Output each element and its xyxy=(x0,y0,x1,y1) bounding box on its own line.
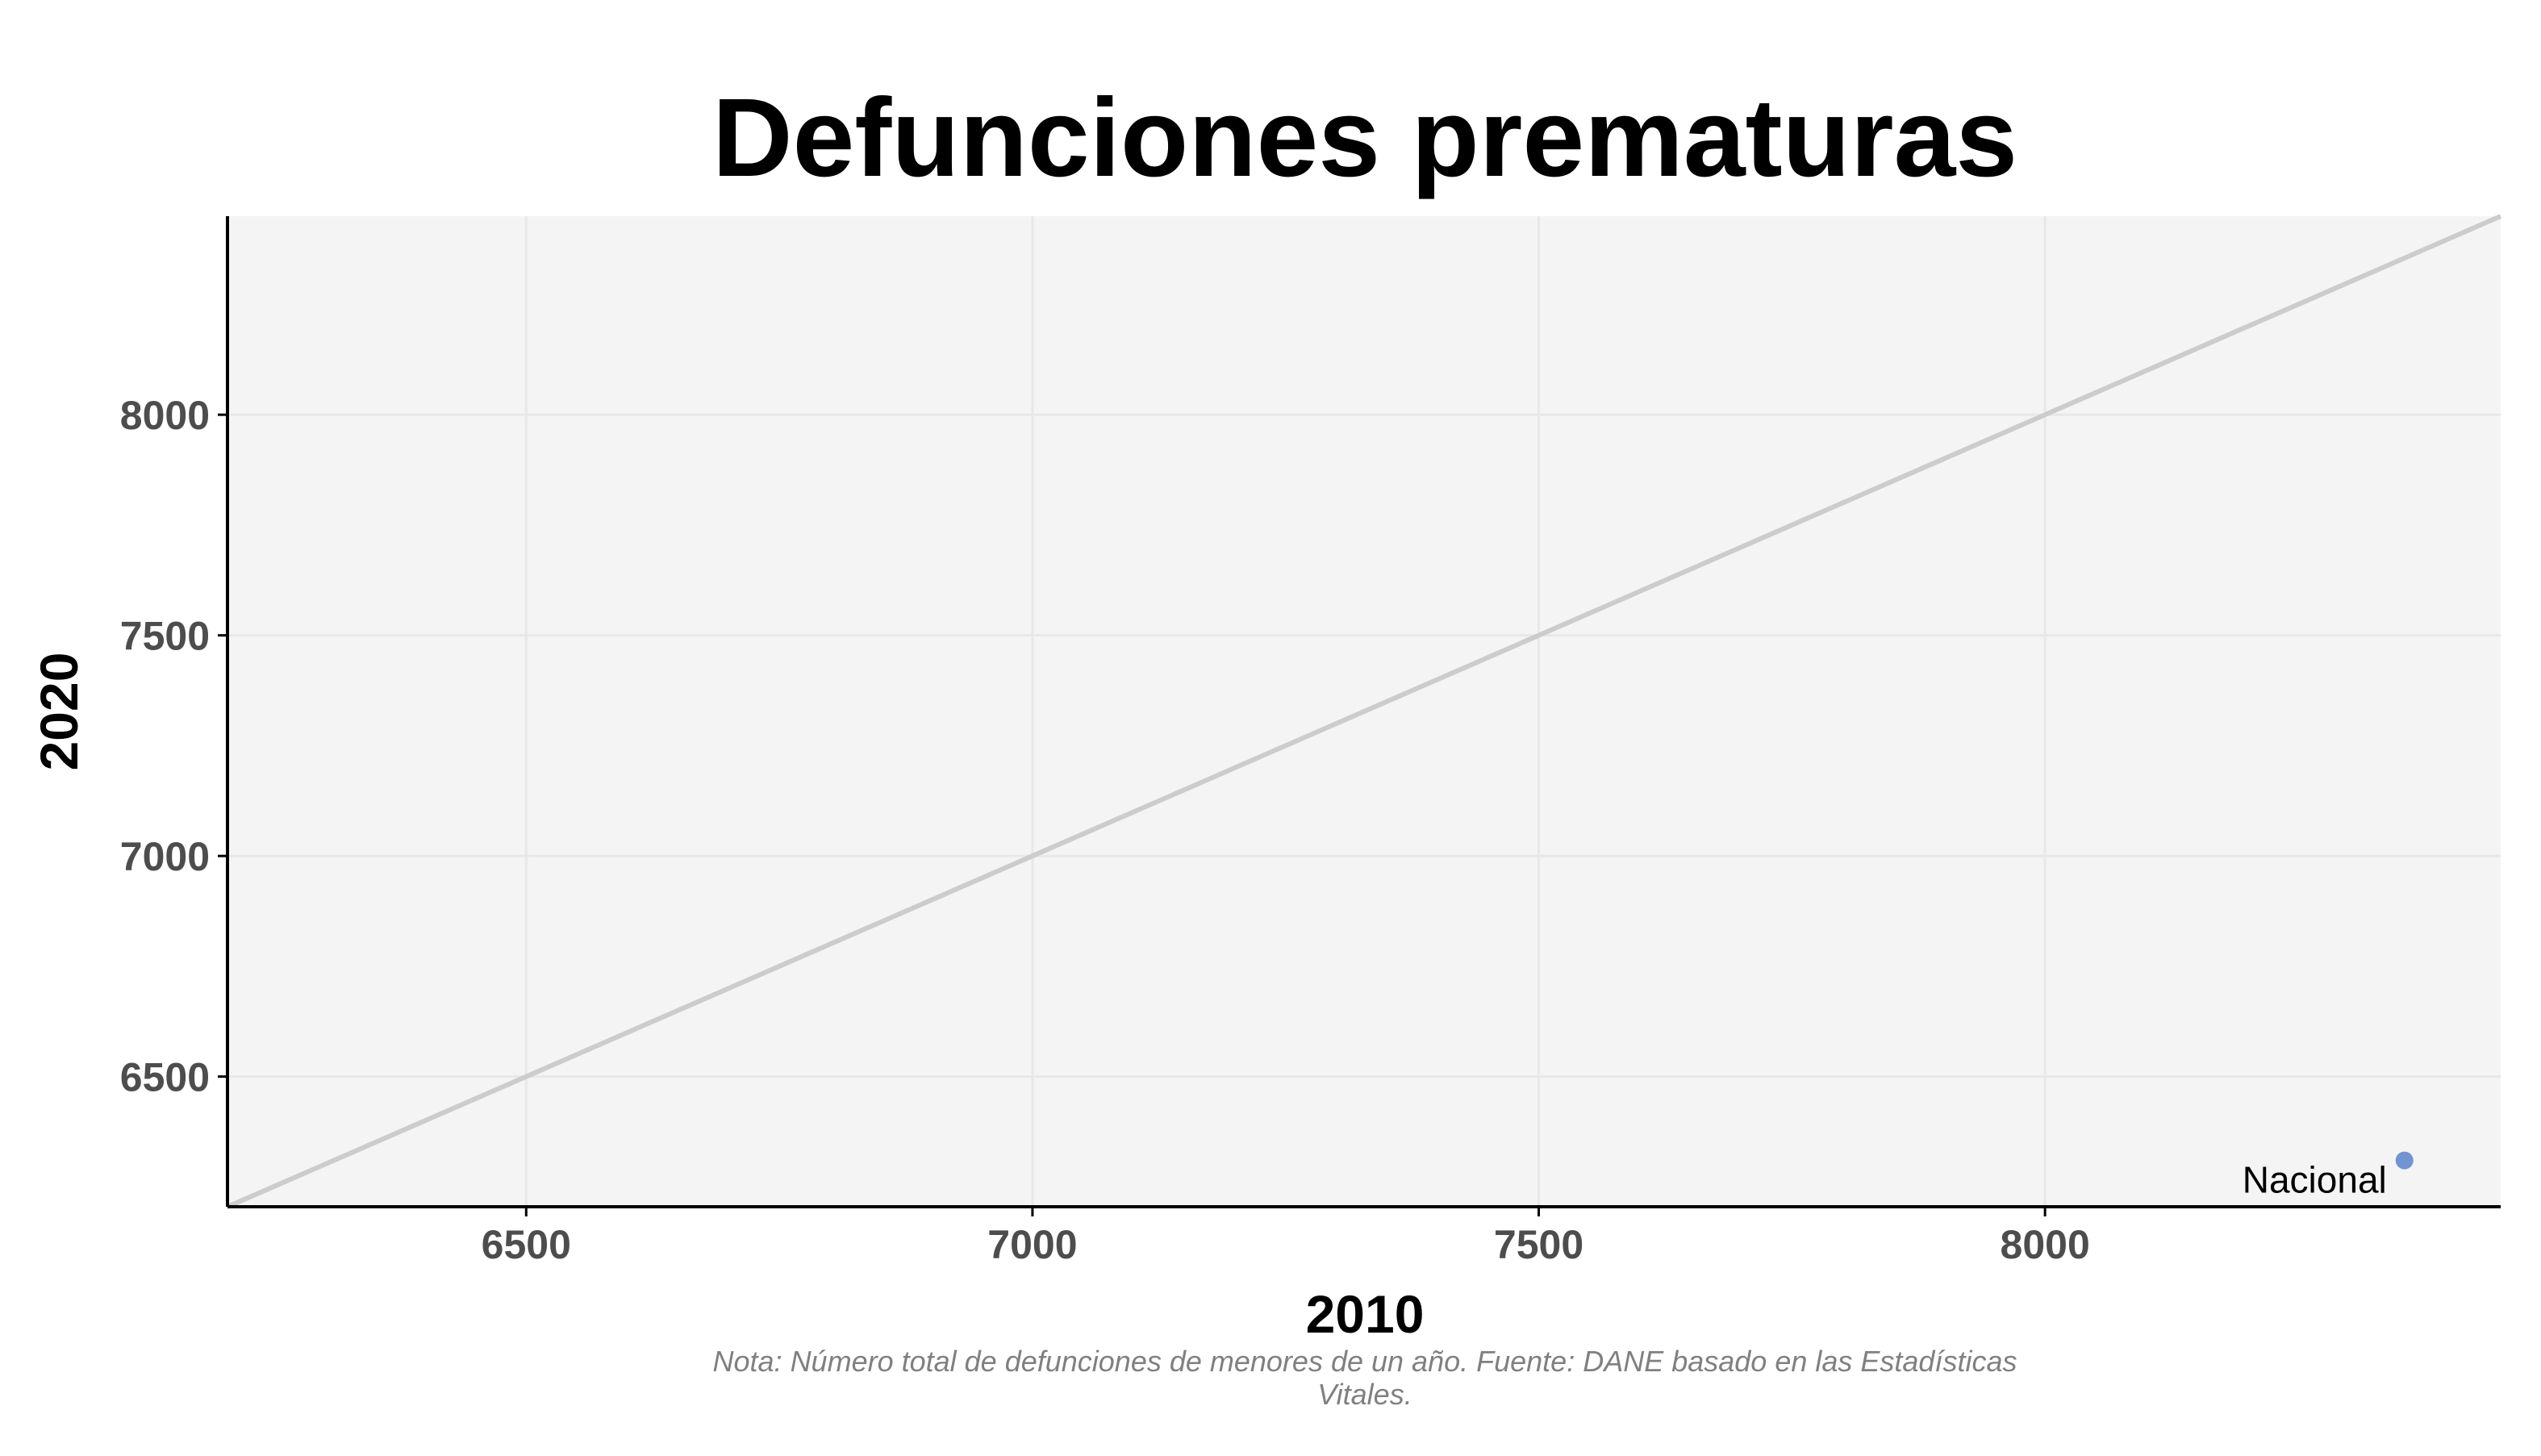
y-tick-label: 7500 xyxy=(120,614,210,659)
y-tick-label: 6500 xyxy=(120,1055,210,1100)
note-line-2: Vitales. xyxy=(1317,1378,1412,1411)
chart-title: Defunciones prematuras xyxy=(712,76,2017,200)
grid-lines xyxy=(227,216,2501,1207)
x-tick-label: 8000 xyxy=(2001,1222,2090,1267)
note-line-1: Nota: Número total de defunciones de men… xyxy=(713,1345,2017,1378)
x-tick-label: 7500 xyxy=(1494,1222,1583,1267)
reference-line-layer xyxy=(226,214,2502,1209)
y-axis-title: 2020 xyxy=(29,653,89,771)
x-axis-title: 2010 xyxy=(1306,1284,1425,1344)
y-tick-label: 8000 xyxy=(120,393,210,438)
data-points: Nacional xyxy=(2243,1151,2414,1201)
data-point xyxy=(2395,1151,2414,1170)
y-tick-label: 7000 xyxy=(120,834,210,879)
data-point-label: Nacional xyxy=(2243,1159,2387,1201)
x-tick-label: 6500 xyxy=(482,1222,571,1267)
x-axis-ticks: 6500 7000 7500 8000 xyxy=(482,1207,2090,1267)
identity-reference-line xyxy=(226,214,2502,1209)
y-axis-ticks: 6500 7000 7500 8000 xyxy=(120,393,227,1100)
x-tick-label: 7000 xyxy=(987,1222,1077,1267)
